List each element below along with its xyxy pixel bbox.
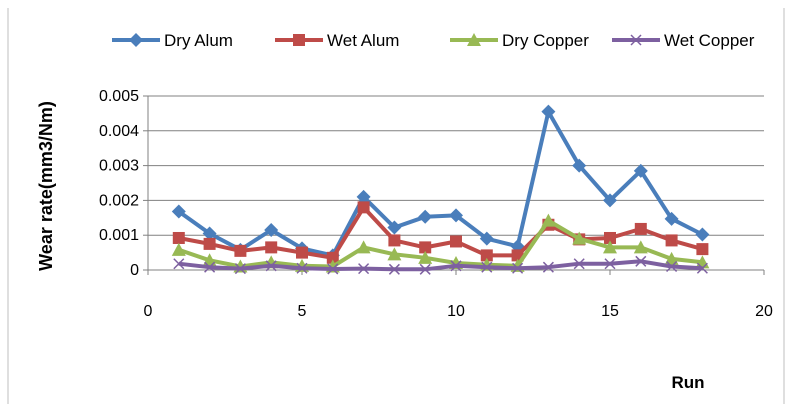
legend-marker bbox=[467, 33, 481, 46]
x-axis-label: Run bbox=[671, 373, 704, 392]
data-point bbox=[666, 260, 678, 273]
data-point bbox=[633, 240, 648, 254]
data-point bbox=[173, 258, 185, 270]
data-point bbox=[327, 263, 339, 275]
series-line bbox=[178, 259, 703, 272]
data-point bbox=[419, 241, 432, 254]
x-tick-label: 10 bbox=[447, 303, 465, 320]
data-point bbox=[604, 231, 616, 244]
data-point bbox=[418, 209, 433, 224]
axes: 0 0.001 0.002 0.003 0.004 0.005 0 5 10 15 20 bbox=[99, 88, 773, 320]
y-axis-label: Wear rate(mm3/Nm) bbox=[36, 101, 56, 271]
data-point bbox=[512, 262, 524, 274]
legend-label: Dry Copper bbox=[502, 31, 589, 50]
x-tick-label: 5 bbox=[298, 303, 307, 320]
data-point bbox=[265, 260, 277, 272]
y-tick-label: 0.003 bbox=[99, 158, 139, 175]
data-point bbox=[665, 234, 678, 247]
data-point bbox=[356, 189, 371, 204]
data-point bbox=[296, 262, 308, 274]
legend-label: Wet Copper bbox=[664, 31, 755, 50]
x-tick-label: 20 bbox=[755, 303, 773, 320]
data-point bbox=[541, 104, 556, 119]
data-point bbox=[171, 242, 186, 256]
series-line bbox=[177, 109, 704, 258]
data-point bbox=[172, 231, 185, 244]
data-point bbox=[387, 247, 402, 261]
series-line bbox=[178, 218, 703, 269]
legend-marker bbox=[293, 34, 305, 46]
data-point bbox=[603, 193, 617, 208]
data-point bbox=[479, 231, 494, 246]
data-point bbox=[326, 251, 339, 264]
data-point bbox=[603, 240, 617, 254]
data-point bbox=[450, 260, 462, 272]
legend-marker bbox=[129, 33, 143, 47]
data-point bbox=[264, 222, 279, 237]
data-point bbox=[419, 263, 431, 275]
legend-item: Wet Alum bbox=[275, 31, 399, 50]
series-wet-copper bbox=[173, 255, 708, 275]
data-point bbox=[481, 261, 493, 273]
data-point bbox=[357, 201, 370, 214]
data-point bbox=[664, 211, 679, 226]
legend-label: Dry Alum bbox=[164, 31, 233, 50]
data-point bbox=[358, 263, 370, 275]
data-point bbox=[511, 249, 524, 262]
data-point bbox=[664, 251, 679, 265]
data-point bbox=[696, 262, 708, 274]
y-tick-label: 0.001 bbox=[99, 227, 139, 244]
data-point bbox=[695, 227, 710, 242]
x-tick-label: 0 bbox=[144, 303, 153, 320]
data-point bbox=[635, 255, 647, 267]
data-point bbox=[633, 163, 648, 178]
data-point bbox=[234, 244, 247, 257]
data-point bbox=[234, 263, 246, 275]
data-point bbox=[604, 258, 616, 270]
data-point bbox=[696, 243, 709, 256]
data-point bbox=[572, 158, 587, 173]
x-tick-label: 15 bbox=[601, 303, 619, 320]
data-point bbox=[388, 263, 400, 275]
y-tick-label: 0.005 bbox=[99, 88, 139, 105]
data-point bbox=[449, 208, 463, 223]
legend-item: Wet Copper bbox=[612, 31, 755, 50]
data-point bbox=[296, 246, 308, 259]
series-group bbox=[171, 104, 710, 275]
data-point bbox=[418, 250, 433, 264]
data-point bbox=[202, 226, 217, 241]
data-point bbox=[388, 234, 401, 247]
data-point bbox=[171, 204, 186, 219]
y-tick-label: 0 bbox=[130, 262, 139, 279]
data-point bbox=[387, 220, 402, 235]
data-point bbox=[542, 261, 554, 273]
legend-item: Dry Copper bbox=[450, 31, 589, 50]
legend-label: Wet Alum bbox=[327, 31, 399, 50]
data-point bbox=[203, 237, 216, 250]
data-point bbox=[265, 241, 278, 254]
y-tick-label: 0.002 bbox=[99, 192, 139, 209]
data-point bbox=[450, 235, 462, 248]
y-tick-label: 0.004 bbox=[99, 123, 139, 140]
data-point bbox=[541, 213, 556, 227]
legend-marker bbox=[630, 34, 642, 46]
data-point bbox=[573, 258, 585, 270]
data-point bbox=[572, 231, 587, 245]
legend-item: Dry Alum bbox=[112, 31, 233, 50]
data-point bbox=[634, 222, 647, 235]
data-point bbox=[356, 240, 371, 254]
data-point bbox=[480, 249, 493, 262]
data-point bbox=[204, 261, 216, 273]
legend: Dry Alum Wet Alum Dry Copper Wet Copper bbox=[112, 31, 755, 50]
